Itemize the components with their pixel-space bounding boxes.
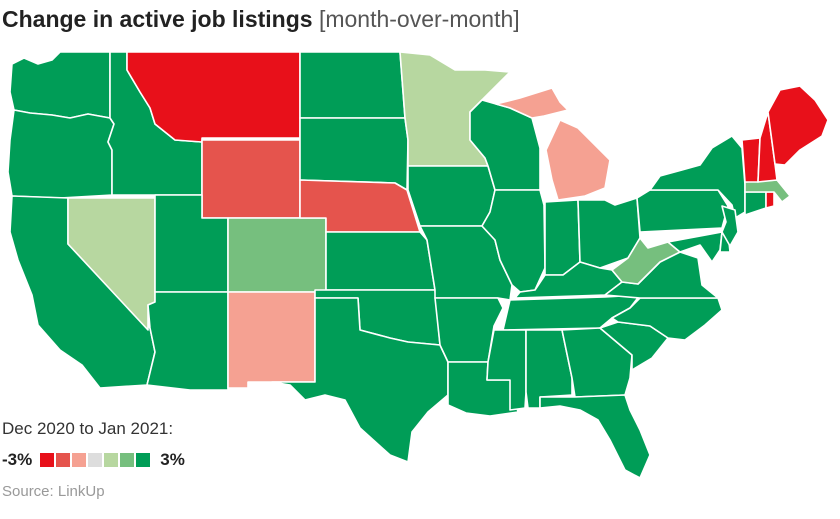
state-north-carolina bbox=[611, 297, 723, 341]
legend: -3% 3% bbox=[2, 449, 185, 471]
legend-swatches bbox=[40, 453, 152, 467]
state-iowa bbox=[407, 165, 496, 227]
state-north-dakota bbox=[299, 51, 406, 119]
state-wyoming bbox=[201, 139, 301, 219]
title-main: Change in active job listings bbox=[2, 6, 313, 32]
state-kentucky bbox=[514, 261, 623, 299]
state-washington bbox=[9, 51, 111, 119]
legend-swatch-5 bbox=[104, 453, 119, 467]
legend-max-label: 3% bbox=[160, 450, 185, 469]
legend-swatch-4 bbox=[88, 453, 103, 467]
state-wisconsin bbox=[469, 99, 541, 191]
state-colorado bbox=[227, 217, 327, 293]
legend-swatch-7 bbox=[136, 453, 151, 467]
state-new-mexico bbox=[227, 291, 316, 389]
legend-swatch-2 bbox=[56, 453, 71, 467]
state-new-jersey bbox=[721, 205, 739, 247]
legend-min-label: -3% bbox=[2, 450, 33, 469]
state-texas bbox=[271, 297, 449, 463]
source-note: Source: LinkUp bbox=[2, 483, 105, 500]
state-maine bbox=[767, 85, 829, 166]
map-title: Change in active job listings [month-ove… bbox=[2, 4, 520, 34]
state-new-hampshire bbox=[757, 111, 778, 183]
legend-caption: Dec 2020 to Jan 2021: bbox=[2, 419, 174, 438]
state-florida bbox=[539, 394, 651, 479]
legend-swatch-1 bbox=[40, 453, 55, 467]
state-indiana bbox=[544, 199, 581, 276]
title-subtitle: [month-over-month] bbox=[318, 6, 520, 32]
state-pennsylvania bbox=[636, 189, 729, 233]
state-oregon bbox=[7, 109, 115, 199]
state-michigan bbox=[495, 87, 611, 201]
state-south-dakota bbox=[299, 117, 409, 191]
state-connecticut bbox=[744, 191, 767, 216]
state-kansas bbox=[325, 231, 436, 291]
legend-swatch-6 bbox=[120, 453, 135, 467]
state-rhode-island bbox=[765, 191, 775, 209]
state-illinois bbox=[481, 189, 546, 293]
legend-swatch-3 bbox=[72, 453, 87, 467]
state-vermont bbox=[741, 137, 761, 183]
states-group bbox=[7, 51, 829, 479]
state-arizona bbox=[146, 291, 229, 391]
